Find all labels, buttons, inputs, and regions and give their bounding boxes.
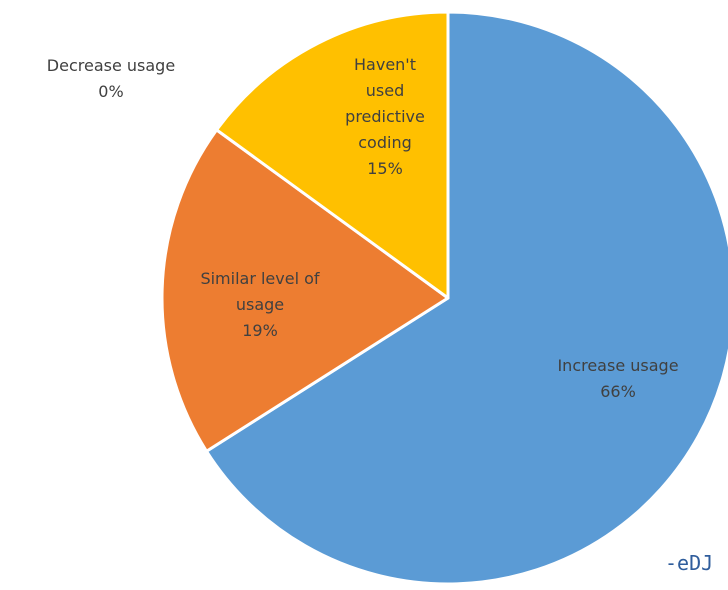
slice-labels: Increase usage 66% Similar level of usage 19…	[47, 55, 679, 401]
data-label-increase-usage: Increase usage 66%	[557, 356, 678, 401]
pie-slice-haven-t-used-predictive-coding	[215, 10, 450, 300]
pie-slice-similar-level-of-usage	[160, 128, 450, 453]
pie-slices	[160, 10, 728, 586]
credit-text: -eDJ	[665, 551, 714, 575]
data-label-decrease-usage: Decrease usage 0%	[47, 56, 175, 101]
data-label-haven-t-used-predictive-coding: Haven't used predictive coding 15%	[345, 55, 425, 178]
data-label-similar-level-of-usage: Similar level of usage 19%	[200, 269, 319, 340]
pie-slice-increase-usage	[205, 10, 728, 586]
